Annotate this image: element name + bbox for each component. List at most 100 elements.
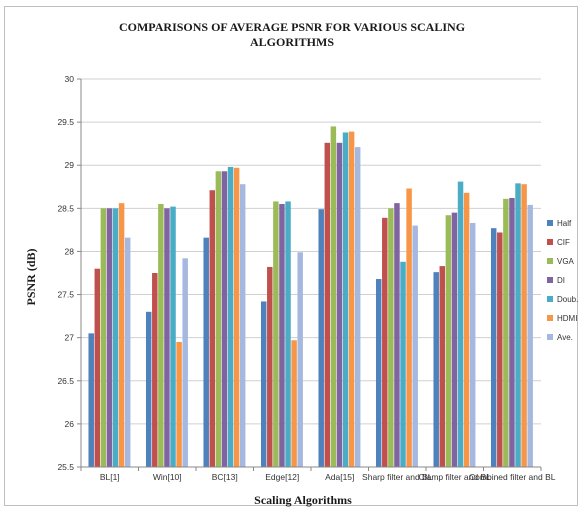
bar-cif-2: [209, 190, 216, 467]
bar-ave-0: [124, 237, 131, 467]
x-tick-label: Win[10]: [153, 472, 182, 482]
bar-half-7: [490, 228, 497, 467]
gridlines: [81, 78, 541, 468]
bar-half-3: [260, 301, 267, 467]
bar-half-4: [318, 209, 324, 467]
bar-di-5: [394, 203, 400, 467]
bar-doub-2: [227, 166, 234, 468]
y-tick-label: 30: [65, 74, 75, 84]
x-tick-label: BC[13]: [212, 472, 238, 482]
bar-di-2: [221, 171, 228, 467]
bar-vga-1: [158, 204, 164, 467]
bar-cif-0: [94, 268, 101, 467]
bar-cif-1: [152, 273, 158, 467]
bar-vga-0: [100, 208, 107, 468]
bar-half-6: [433, 272, 439, 467]
bar-cif-4: [324, 142, 331, 467]
bar-doub-0: [112, 208, 119, 468]
legend-swatch: [547, 277, 553, 283]
bar-doub-5: [400, 261, 406, 467]
bar-hdmi-5: [406, 188, 412, 467]
y-axis-title: PSNR (dB): [24, 248, 38, 305]
bar-doub-3: [285, 201, 291, 468]
bar-ave-5: [412, 225, 418, 467]
chart-frame: COMPARISONS OF AVERAGE PSNR FOR VARIOUS …: [4, 6, 578, 507]
legend-label: Doub.: [557, 295, 578, 304]
x-tick-label: BL[1]: [100, 472, 120, 482]
x-tick-labels: BL[1] Win[10] BC[13] Edge[12] Ada[15] Sharp f…: [100, 472, 556, 482]
bar-ave-4: [354, 147, 361, 468]
psnr-bar-chart: COMPARISONS OF AVERAGE PSNR FOR VARIOUS …: [24, 20, 578, 507]
bar-hdmi-2: [233, 167, 240, 467]
y-tick-label: 27.5: [57, 290, 74, 300]
x-tick-label: Edge[12]: [265, 472, 299, 482]
legend-label: VGA: [557, 257, 575, 266]
x-tick-label: Sharp filter and BL: [362, 472, 433, 482]
bar-ave-7: [527, 204, 533, 467]
bar-cif-6: [439, 266, 446, 467]
bar-vga-6: [445, 215, 452, 467]
legend-swatch: [547, 220, 553, 226]
y-tick-label: 26: [65, 419, 75, 429]
bar-vga-4: [330, 126, 337, 467]
legend: Half CIF VGA DI Doub. HDMI Ave.: [547, 219, 578, 342]
bar-di-0: [106, 208, 113, 468]
chart-title-line-1: COMPARISONS OF AVERAGE PSNR FOR VARIOUS …: [119, 20, 465, 34]
bar-ave-2: [239, 184, 246, 468]
legend-label: Ave.: [557, 333, 573, 342]
bar-vga-3: [273, 201, 279, 468]
bar-di-1: [164, 208, 170, 468]
y-tick-label: 26.5: [57, 376, 74, 386]
chart-title-line-2: ALGORITHMS: [250, 35, 334, 49]
y-tick-label: 25.5: [57, 462, 74, 472]
legend-swatch: [547, 315, 553, 321]
bar-doub-4: [342, 132, 349, 468]
bar-half-1: [145, 311, 152, 467]
bar-cif-3: [267, 266, 273, 467]
bar-di-3: [279, 204, 285, 467]
bar-half-2: [203, 237, 209, 467]
y-tick-label: 27: [65, 333, 75, 343]
y-tick-labels: 25.5 26 26.5 27 27.5 28 28.5 29 29.5 30: [57, 74, 74, 472]
legend-label: DI: [557, 276, 565, 285]
y-tick-label: 29: [65, 160, 75, 170]
x-tick-label: Combined filter and BL: [469, 472, 556, 482]
legend-label: HDMI: [557, 314, 577, 323]
bar-doub-7: [515, 183, 521, 467]
y-tick-label: 28.5: [57, 203, 74, 213]
bar-di-4: [336, 142, 343, 467]
bar-hdmi-1: [176, 341, 182, 467]
axes: [77, 78, 542, 471]
bar-di-6: [451, 212, 458, 467]
bar-ave-1: [182, 258, 188, 467]
legend-swatch: [547, 239, 553, 245]
bars: [88, 126, 533, 468]
bar-vga-5: [388, 208, 394, 468]
x-tick-label: Ada[15]: [325, 472, 354, 482]
legend-label: Half: [557, 219, 572, 228]
bar-hdmi-3: [291, 340, 297, 467]
bar-ave-3: [297, 252, 303, 467]
bar-ave-6: [469, 222, 476, 467]
bar-half-0: [88, 333, 94, 467]
bar-hdmi-6: [463, 192, 470, 467]
legend-swatch: [547, 296, 553, 302]
legend-swatch: [547, 334, 553, 340]
bar-doub-6: [457, 181, 464, 468]
x-axis-title: Scaling Algorithms: [254, 493, 352, 507]
bar-doub-1: [170, 206, 176, 467]
legend-label: CIF: [557, 238, 570, 247]
bar-vga-2: [215, 171, 222, 467]
y-tick-label: 28: [65, 246, 75, 256]
bar-vga-7: [503, 198, 509, 468]
bar-hdmi-7: [521, 184, 527, 468]
x-tick-label: Clamp filter and BL: [419, 472, 492, 482]
bar-half-5: [375, 279, 382, 467]
bar-hdmi-0: [118, 203, 125, 467]
bar-cif-5: [382, 217, 388, 467]
bar-hdmi-4: [348, 131, 355, 467]
legend-swatch: [547, 258, 553, 264]
y-tick-label: 29.5: [57, 117, 74, 127]
bar-di-7: [509, 197, 515, 467]
bar-cif-7: [497, 232, 503, 467]
